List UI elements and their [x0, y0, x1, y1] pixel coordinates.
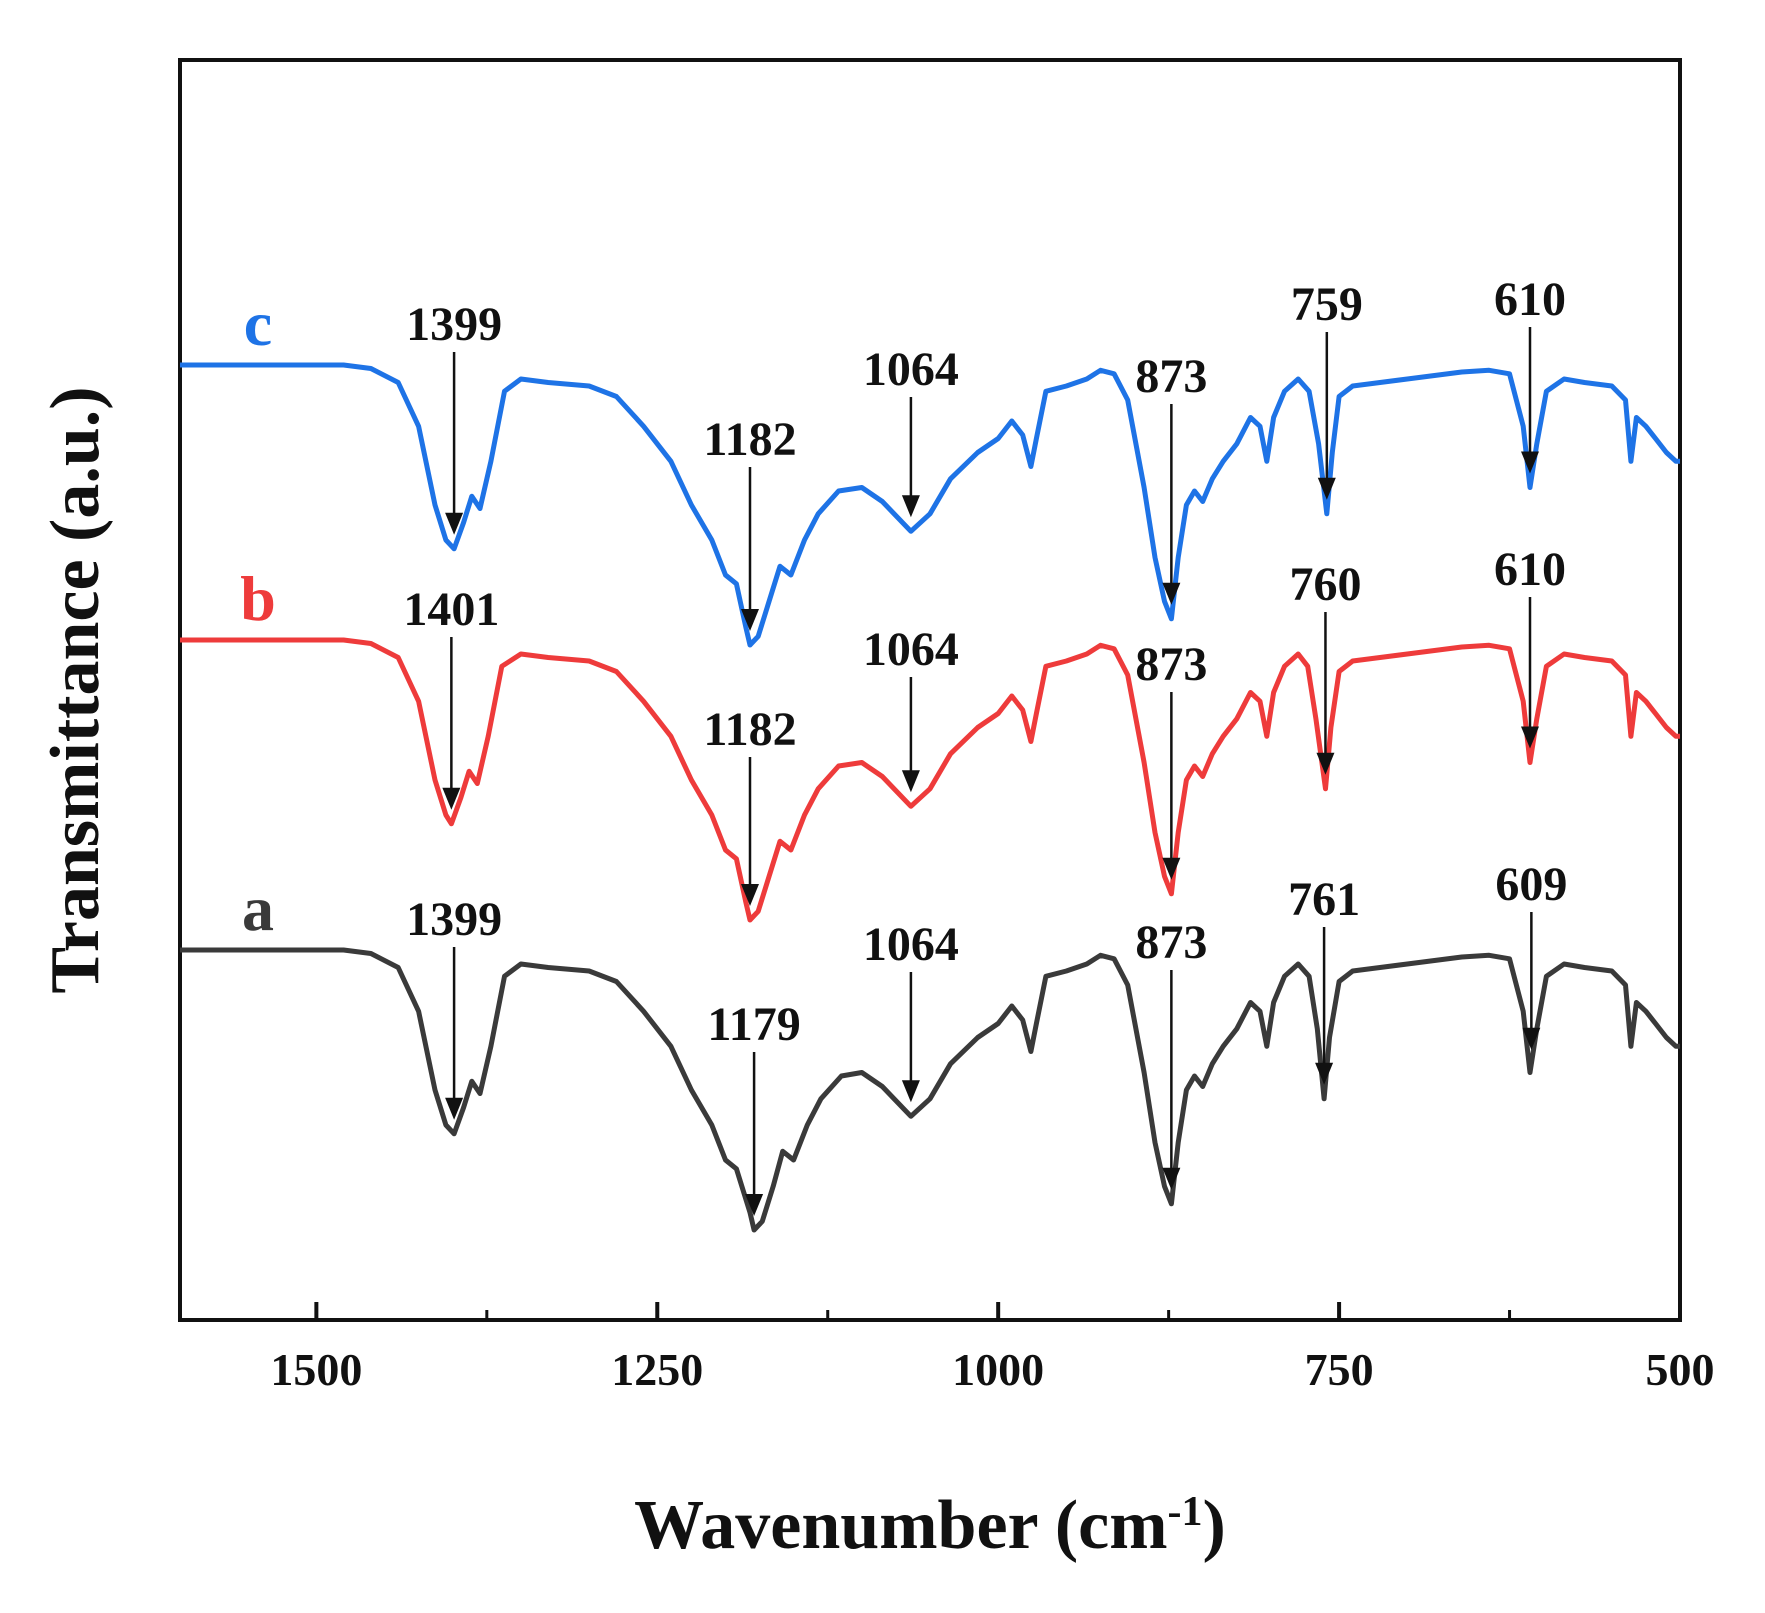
- peak-arrow-head: [901, 1080, 920, 1103]
- peak-label: 1064: [863, 623, 959, 676]
- peak-arrow-head: [445, 512, 464, 535]
- peak-label: 1064: [863, 918, 959, 971]
- peak-arrow-head: [901, 495, 920, 518]
- series-label-b: b: [240, 563, 276, 634]
- series-label-a: a: [242, 873, 274, 944]
- x-tick-label: 500: [1646, 1344, 1715, 1395]
- peak-label: 761: [1288, 873, 1360, 926]
- peak-label: 1401: [403, 583, 499, 636]
- peak-arrow-head: [1521, 726, 1539, 749]
- trace-c: [180, 362, 1680, 648]
- peak-arrow-head: [1162, 857, 1181, 880]
- peak-label: 609: [1495, 858, 1567, 911]
- x-tick-label: 1500: [270, 1344, 362, 1395]
- spectra-traces: [180, 362, 1680, 1233]
- peak-label: 873: [1135, 638, 1207, 691]
- peak-label: 873: [1135, 350, 1207, 403]
- peak-label: 1182: [703, 703, 796, 756]
- peak-arrow-head: [1162, 582, 1181, 605]
- x-tick-label: 1250: [611, 1344, 703, 1395]
- peak-arrow-head: [745, 1194, 764, 1216]
- x-axis-title: Wavenumber (cm-1): [634, 1487, 1226, 1564]
- peak-label: 1179: [707, 998, 800, 1051]
- trace-a: [180, 947, 1680, 1233]
- peak-label: 759: [1291, 278, 1363, 331]
- peak-label: 760: [1289, 558, 1361, 611]
- peak-label: 1399: [406, 298, 502, 351]
- peak-arrow-head: [741, 884, 759, 906]
- peak-label: 1399: [406, 893, 502, 946]
- peak-arrow-head: [1162, 1167, 1181, 1190]
- peak-arrow-head: [445, 1097, 464, 1120]
- series-labels: a b c: [240, 288, 276, 944]
- peak-label: 873: [1135, 916, 1207, 969]
- peak-arrow-head: [442, 787, 461, 810]
- x-tick-label: 1000: [952, 1344, 1044, 1395]
- plot-frame: [178, 58, 1682, 1322]
- peak-arrow-head: [1316, 752, 1335, 775]
- peak-label: 610: [1494, 543, 1566, 596]
- peak-arrow-head: [741, 609, 759, 631]
- peak-arrow-head: [1522, 1027, 1541, 1050]
- x-tick-label: 750: [1305, 1344, 1374, 1395]
- peak-label: 1182: [703, 413, 796, 466]
- series-label-c: c: [244, 288, 272, 359]
- peak-label: 1064: [863, 343, 959, 396]
- peak-label: 610: [1494, 273, 1566, 326]
- peak-annotations: 1399 1179 1064 873 761 609 1401 1182 1064 873 760 6…: [403, 273, 1567, 1216]
- peak-arrow-head: [1315, 1062, 1334, 1085]
- peak-arrow-head: [1317, 477, 1336, 500]
- peak-arrow-head: [901, 770, 920, 793]
- x-axis-ticks: 1500 1250 1000 750 500: [270, 1302, 1715, 1395]
- trace-b: [180, 637, 1680, 923]
- peak-arrow-head: [1521, 451, 1539, 474]
- y-axis-title: Transmittance (a.u.): [37, 386, 114, 993]
